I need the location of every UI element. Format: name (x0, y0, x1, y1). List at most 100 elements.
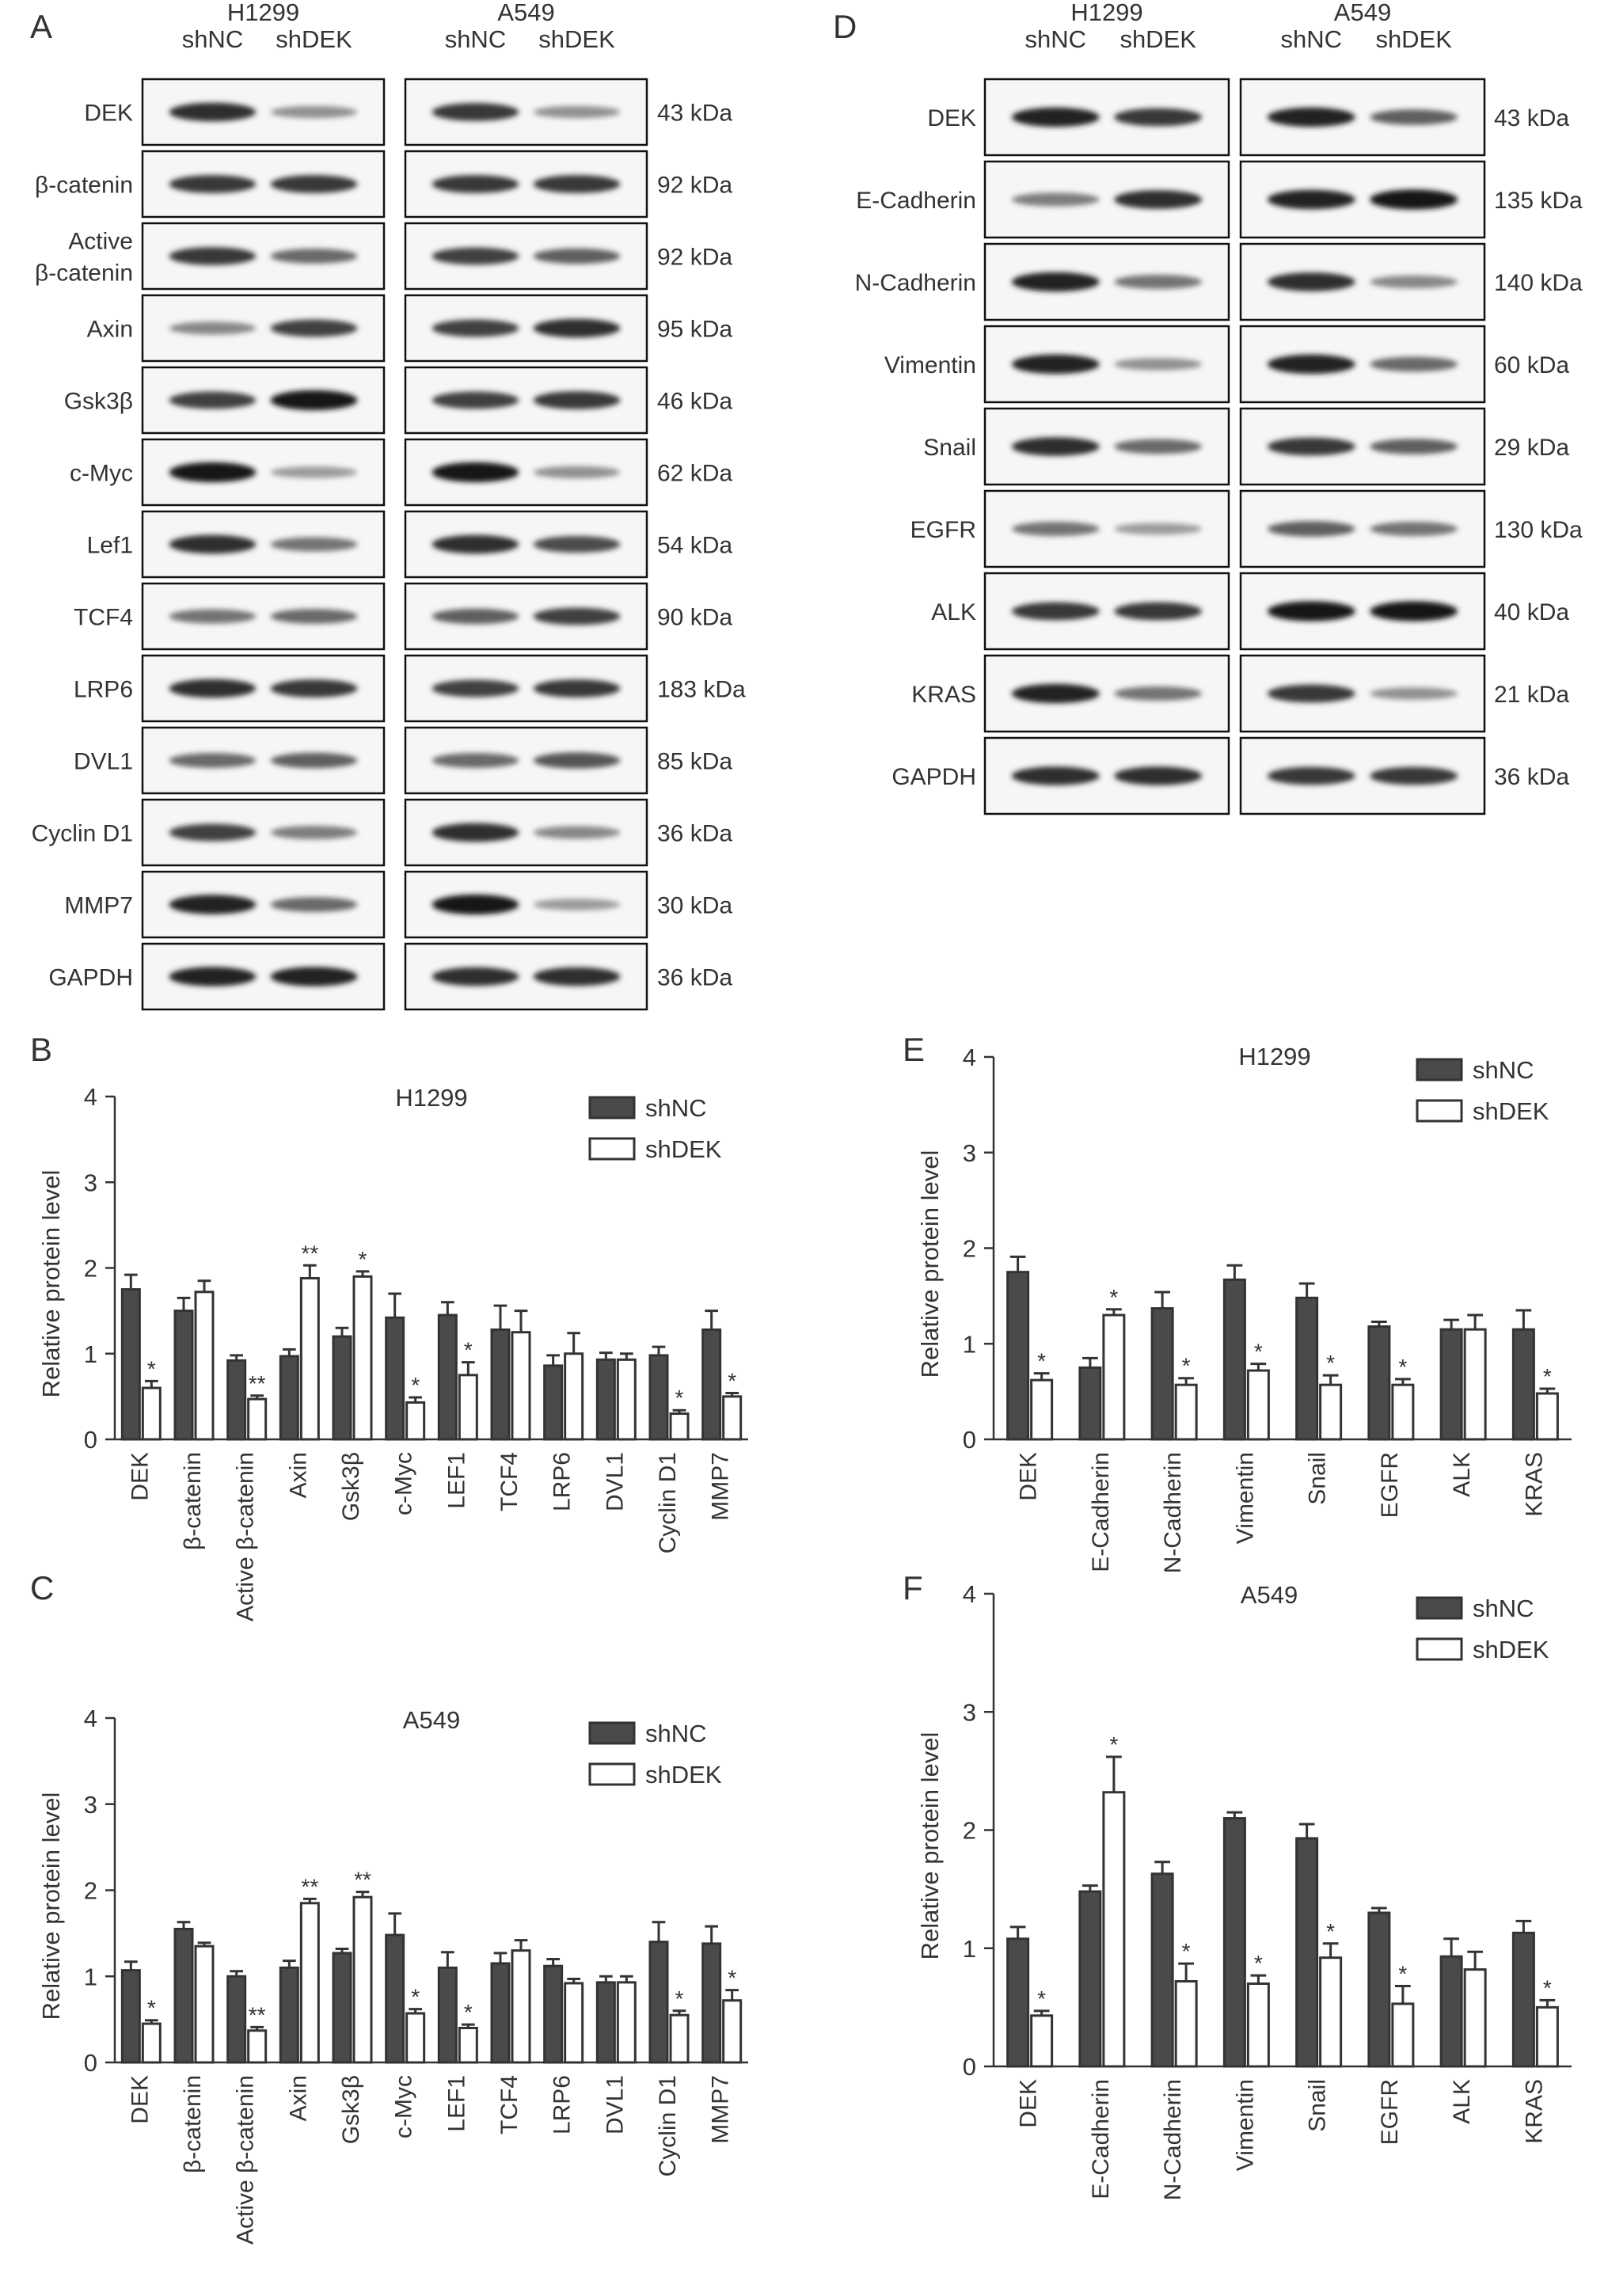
protein-label-vimentin: Vimentin (884, 352, 976, 378)
legend-label-shdek: shDEK (1473, 1636, 1549, 1663)
blot-band (431, 608, 519, 625)
molecular-weight-label: 135 kDa (1494, 188, 1583, 214)
blot-band (533, 899, 621, 910)
x-tick-label-e-cadherin: E-Cadherin (1088, 2079, 1114, 2199)
y-tick-label: 4 (84, 1083, 97, 1111)
blot-band (1370, 275, 1458, 289)
significance-mark: * (675, 1386, 684, 1410)
x-tick-label-c-myc: c-Myc (391, 2075, 417, 2138)
blot-band (169, 534, 257, 554)
bar-chart-b: 0 1 2 3 4 Relative protein level H1299 shNC shDE… (37, 1083, 748, 1621)
blot-band (169, 462, 257, 483)
bar-shdek-tcf4 (511, 1331, 531, 1441)
bar-shnc-e-cadherin (1078, 1366, 1102, 1441)
x-tick-label-dek: DEK (127, 1452, 153, 1501)
legend-swatch-shnc (588, 1721, 636, 1745)
x-tick-label-catenin: β-catenin (180, 1452, 206, 1550)
bar-shdek-catenin (194, 1291, 215, 1441)
y-tick-label: 4 (963, 1043, 976, 1071)
bar-shnc-dek (120, 1288, 141, 1441)
bar-shnc-alk (1439, 1955, 1463, 2068)
blot-band (169, 679, 257, 698)
molecular-weight-label: 62 kDa (657, 461, 732, 487)
legend-swatch-shnc (1416, 1058, 1463, 1081)
significance-mark: * (1543, 1975, 1552, 2000)
x-tick-label-snail: Snail (1305, 2079, 1331, 2132)
protein-label-mmp7: MMP7 (64, 893, 133, 919)
blot-band (1011, 602, 1100, 621)
bar-shdek-axin (299, 1902, 320, 2064)
bar-shdek-lrp6 (564, 1982, 584, 2064)
significance-mark: * (1037, 1349, 1046, 1374)
legend-label-shnc: shNC (645, 1720, 707, 1747)
significance-mark: * (464, 1338, 473, 1363)
blot-band (1011, 354, 1100, 374)
lane-label: shDEK (538, 25, 615, 53)
bar-shdek-kras (1535, 2005, 1559, 2068)
panel-letter-a: A (30, 8, 52, 45)
bar-shdek-active-catenin (247, 2029, 268, 2064)
blot-band (533, 105, 621, 119)
y-axis-label: Relative protein level (37, 1792, 65, 2020)
bar-shdek-active-catenin (247, 1397, 268, 1441)
blot-band (1370, 109, 1458, 125)
blot-band (1267, 437, 1355, 456)
bar-chart-f: 0 1 2 3 4 Relative protein level A549 shNC shDEK… (916, 1580, 1572, 2200)
blot-band (533, 535, 621, 553)
blot-band (1267, 189, 1355, 210)
protein-label-n-cadherin: N-Cadherin (855, 270, 976, 296)
x-tick-label-snail: Snail (1305, 1452, 1331, 1505)
protein-label-gapdh: GAPDH (48, 965, 133, 991)
cell-line-label: H1299 (1070, 0, 1142, 26)
blot-band (1370, 356, 1458, 372)
bar-shnc-axin (279, 1355, 299, 1441)
lane-label: shNC (1025, 25, 1087, 53)
protein-label-dek: DEK (84, 101, 133, 127)
bar-shnc-mmp7 (701, 1328, 722, 1441)
bar-shdek-c-myc (405, 2012, 426, 2064)
bar-shnc-kras (1511, 1931, 1535, 2068)
blot-band (1370, 522, 1458, 536)
blot-band (270, 105, 358, 119)
legend-swatch-shnc (1416, 1596, 1463, 1620)
significance-mark: * (147, 1356, 156, 1381)
molecular-weight-label: 85 kDa (657, 749, 732, 775)
lane-label: shDEK (276, 25, 352, 53)
blot-band (169, 895, 257, 914)
significance-mark: * (1326, 1351, 1335, 1375)
bar-shdek-gsk3 (352, 1895, 373, 2064)
blot-band (169, 175, 257, 193)
blot-band (1267, 684, 1355, 703)
significance-mark: ** (354, 1868, 371, 1892)
bar-shdek-n-cadherin (1174, 1980, 1198, 2068)
bar-shnc-cyclin-d1 (648, 1941, 669, 2064)
molecular-weight-label: 92 kDa (657, 173, 732, 199)
y-tick-label: 3 (84, 1791, 97, 1819)
legend-label-shnc: shNC (1473, 1056, 1534, 1084)
bar-shnc-lrp6 (543, 1364, 564, 1441)
panel-letter-e: E (903, 1031, 925, 1068)
protein-label-lrp6: LRP6 (74, 677, 133, 703)
y-tick-label: 1 (84, 1340, 97, 1368)
bar-shnc-snail (1295, 1837, 1319, 2068)
blot-band (169, 753, 257, 768)
bar-shdek-axin (299, 1276, 320, 1441)
blot-band (1011, 766, 1100, 785)
blot-band (431, 175, 519, 193)
protein-label-snail: Snail (923, 435, 976, 461)
bar-shdek-n-cadherin (1174, 1383, 1198, 1441)
blot-band (1114, 108, 1203, 127)
significance-mark: * (1543, 1364, 1552, 1389)
bar-shnc-gsk3 (332, 1335, 352, 1441)
blot-band (533, 752, 621, 769)
molecular-weight-label: 21 kDa (1494, 682, 1569, 708)
x-tick-label-cyclin-d1: Cyclin D1 (655, 1452, 681, 1553)
blot-band (1370, 189, 1458, 210)
protein-label-c-myc: c-Myc (70, 461, 133, 487)
y-axis-label: Relative protein level (916, 1732, 944, 1960)
blot-band (1114, 523, 1203, 535)
blot-band (431, 391, 519, 409)
x-tick-label-active-catenin: Active β-catenin (233, 1452, 259, 1621)
blot-band (1114, 602, 1203, 621)
